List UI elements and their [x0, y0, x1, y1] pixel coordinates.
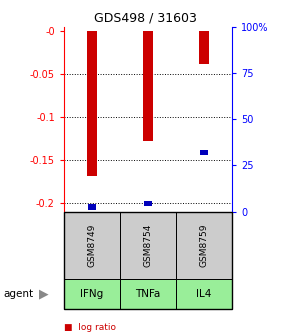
Text: ■  log ratio: ■ log ratio	[64, 323, 116, 332]
Bar	[199, 31, 209, 64]
Text: agent: agent	[3, 289, 33, 299]
Bar	[143, 31, 153, 141]
Bar	[88, 205, 96, 210]
Text: IL4: IL4	[196, 289, 212, 299]
Text: TNFa: TNFa	[135, 289, 161, 299]
Bar	[200, 150, 208, 155]
Text: GSM8759: GSM8759	[200, 223, 209, 267]
Bar	[87, 31, 97, 176]
Text: IFNg: IFNg	[80, 289, 104, 299]
Text: ▶: ▶	[39, 288, 49, 300]
Text: GSM8749: GSM8749	[87, 223, 96, 267]
Text: GSM8754: GSM8754	[143, 223, 153, 267]
Bar	[144, 201, 152, 206]
Text: GDS498 / 31603: GDS498 / 31603	[94, 12, 196, 25]
